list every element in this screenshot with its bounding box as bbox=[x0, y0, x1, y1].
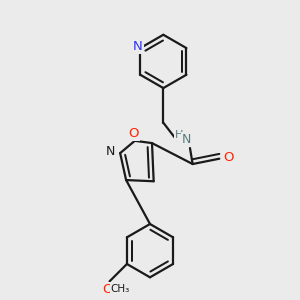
Text: H: H bbox=[175, 130, 183, 140]
Text: O: O bbox=[102, 283, 113, 296]
Text: O: O bbox=[128, 127, 139, 140]
Text: N: N bbox=[133, 40, 143, 53]
Text: O: O bbox=[224, 151, 234, 164]
Text: N: N bbox=[106, 145, 116, 158]
Text: N: N bbox=[182, 133, 191, 146]
Text: CH₃: CH₃ bbox=[110, 284, 129, 294]
